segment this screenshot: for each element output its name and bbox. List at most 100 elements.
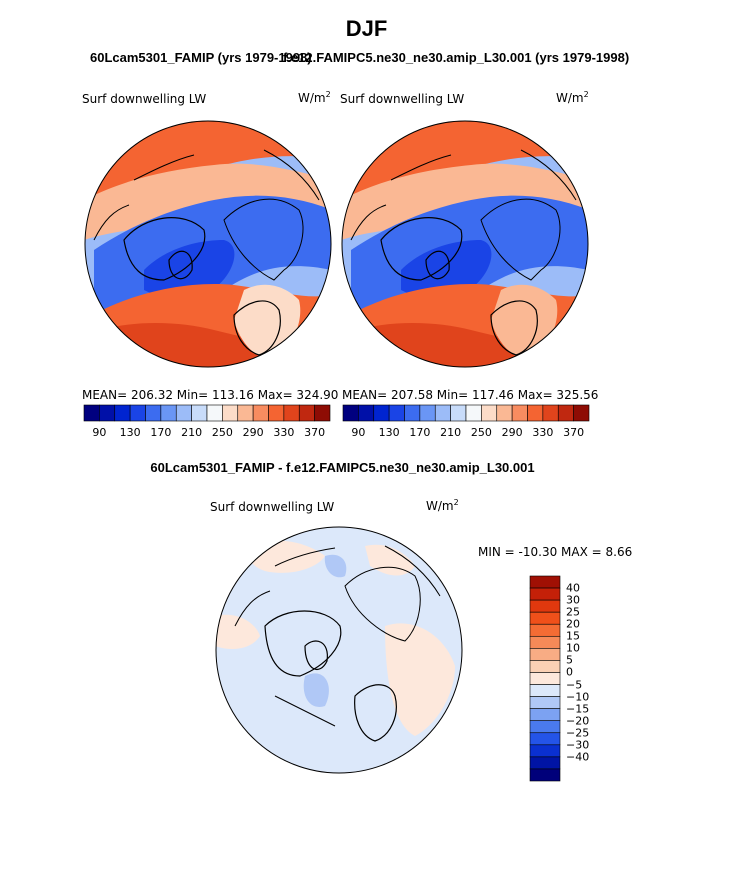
colorbar-tick-label: 170 (409, 426, 431, 439)
diff-colorbar-swatch (529, 720, 561, 734)
colorbar-tick-label: 90 (92, 426, 107, 439)
colorbar-swatch (573, 404, 590, 422)
diff-colorbar-tick-label: 40 (566, 581, 580, 595)
colorbar-swatch (342, 404, 359, 422)
diff-colorbar-tick-label: −30 (566, 738, 590, 752)
colorbar-swatch (465, 404, 482, 422)
left-colorbar-ticks: 90 130 170 210 250 290 330 370 (84, 426, 330, 440)
right-colorbar-ticks: 90 130 170 210 250 290 330 370 (343, 426, 589, 440)
colorbar-swatch (450, 404, 467, 422)
colorbar-swatch (129, 404, 146, 422)
colorbar-swatch (206, 404, 223, 422)
colorbar-tick-label: 130 (378, 426, 400, 439)
diff-colorbar-tick-label: −15 (566, 702, 590, 716)
colorbar-tick-label: 210 (181, 426, 203, 439)
diff-colorbar-swatch (529, 732, 561, 746)
diff-colorbar-tick-label: −20 (566, 714, 590, 728)
diff-colorbar-swatch (529, 744, 561, 758)
diff-colorbar-swatch (529, 599, 561, 613)
diff-colorbar-swatch (529, 756, 561, 770)
colorbar-tick-label: 370 (563, 426, 585, 439)
colorbar-tick-label: 290 (501, 426, 523, 439)
colorbar-swatch (358, 404, 375, 422)
colorbar-swatch (298, 404, 315, 422)
colorbar-swatch (99, 404, 116, 422)
colorbar-tick-label: 170 (150, 426, 172, 439)
colorbar-swatch (114, 404, 131, 422)
right-case-title: f.e12.FAMIPC5.ne30_ne30.amip_L30.001 (yr… (283, 50, 630, 65)
diff-colorbar-swatch (529, 623, 561, 637)
colorbar-swatch (419, 404, 436, 422)
colorbar-swatch (222, 404, 239, 422)
diff-colorbar-swatch (529, 611, 561, 625)
colorbar-swatch (283, 404, 300, 422)
diff-colorbar-tick-label: −40 (566, 750, 590, 764)
left-polar-map (84, 120, 332, 368)
diff-colorbar-tick-label: 0 (566, 665, 573, 679)
diff-polar-map (215, 526, 463, 774)
left-colorbar (83, 404, 331, 422)
diff-colorbar-swatch (529, 768, 561, 782)
diff-colorbar-tick-label: 30 (566, 593, 580, 607)
diff-colorbar-tick-label: 15 (566, 629, 580, 643)
colorbar-tick-label: 130 (119, 426, 141, 439)
colorbar-tick-label: 250 (211, 426, 233, 439)
colorbar-swatch (268, 404, 285, 422)
left-stats: MEAN= 206.32 Min= 113.16 Max= 324.90 (82, 388, 339, 402)
diff-colorbar-tick-label: −5 (566, 678, 583, 692)
right-units-label: W/m2 (556, 90, 589, 105)
colorbar-swatch (252, 404, 269, 422)
diff-colorbar-swatch (529, 696, 561, 709)
colorbar-swatch (191, 404, 208, 422)
diff-colorbar-swatch (529, 587, 561, 601)
diff-field-label: Surf downwelling LW (210, 500, 335, 514)
colorbar-tick-label: 90 (351, 426, 366, 439)
colorbar-swatch (527, 404, 544, 422)
diff-colorbar-swatch (529, 648, 561, 661)
colorbar-tick-label: 370 (304, 426, 326, 439)
colorbar-swatch (496, 404, 513, 422)
diff-colorbar-swatch (529, 672, 561, 685)
diff-colorbar (529, 575, 561, 782)
colorbar-swatch (145, 404, 162, 422)
left-units-label: W/m2 (298, 90, 331, 105)
colorbar-swatch (175, 404, 192, 422)
page-title: DJF (345, 16, 388, 41)
colorbar-tick-label: 330 (273, 426, 295, 439)
diff-colorbar-ticks: 40 30 25 20 15 10 5 0 −5 −10 −15 −20 −25 −30 −40 (566, 576, 606, 781)
colorbar-swatch (314, 404, 331, 422)
colorbar-tick-label: 290 (242, 426, 264, 439)
diff-colorbar-swatch (529, 635, 561, 649)
right-polar-map (341, 120, 589, 368)
diff-colorbar-swatch (529, 575, 561, 589)
diff-colorbar-tick-label: 5 (566, 653, 573, 667)
diff-colorbar-swatch (529, 708, 561, 722)
colorbar-swatch (434, 404, 451, 422)
diff-colorbar-tick-label: 10 (566, 641, 580, 655)
colorbar-swatch (160, 404, 177, 422)
diff-units-label: W/m2 (426, 498, 459, 513)
diff-colorbar-swatch (529, 660, 561, 673)
left-case-title: 60Lcam5301_FAMIP (yrs 1979-1998) (90, 50, 312, 65)
colorbar-tick-label: 210 (440, 426, 462, 439)
colorbar-swatch (481, 404, 498, 422)
diff-minmax: MIN = -10.30 MAX = 8.66 (478, 545, 633, 559)
diff-colorbar-tick-label: 25 (566, 605, 580, 619)
colorbar-swatch (237, 404, 254, 422)
colorbar-swatch (557, 404, 574, 422)
colorbar-swatch (373, 404, 390, 422)
diff-colorbar-tick-label: 20 (566, 617, 580, 631)
right-field-label: Surf downwelling LW (340, 92, 465, 106)
diff-colorbar-tick-label: −25 (566, 726, 590, 740)
colorbar-swatch (388, 404, 405, 422)
colorbar-swatch (404, 404, 421, 422)
left-field-label: Surf downwelling LW (82, 92, 207, 106)
diff-colorbar-tick-label: −10 (566, 690, 590, 704)
diff-title: 60Lcam5301_FAMIP - f.e12.FAMIPC5.ne30_ne… (150, 460, 535, 475)
colorbar-swatch (511, 404, 528, 422)
right-colorbar (342, 404, 590, 422)
colorbar-tick-label: 250 (470, 426, 492, 439)
colorbar-swatch (542, 404, 559, 422)
right-stats: MEAN= 207.58 Min= 117.46 Max= 325.56 (342, 388, 599, 402)
diff-colorbar-swatch (529, 684, 561, 697)
